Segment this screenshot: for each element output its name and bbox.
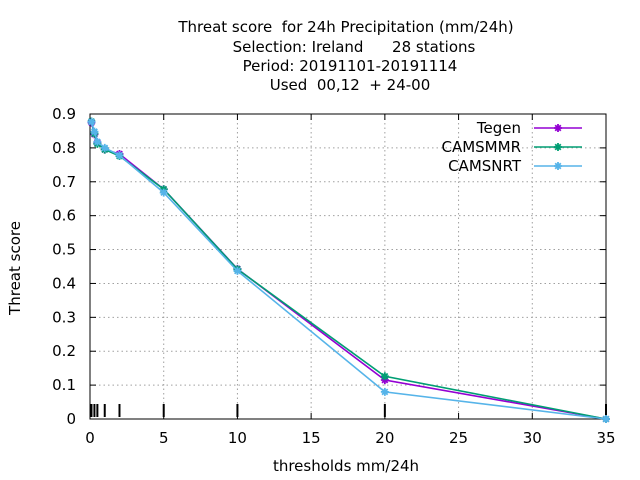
series-camsnrt: [87, 117, 610, 423]
chart-title-line-2: Selection: Ireland 28 stations: [233, 38, 476, 56]
data-point: [602, 415, 610, 423]
series-tegen: [87, 118, 610, 423]
x-tick-label: 0: [85, 429, 95, 447]
y-tick-label: 0.8: [52, 139, 76, 157]
y-tick-label: 0.7: [52, 173, 76, 191]
x-tick-label: 5: [159, 429, 169, 447]
chart-title-line-3: Period: 20191101-20191114: [243, 57, 458, 75]
data-point: [233, 266, 242, 275]
grid-lines: [90, 114, 606, 419]
data-point: [115, 151, 124, 160]
x-axis-label: thresholds mm/24h: [273, 457, 419, 475]
data-point: [93, 137, 102, 146]
y-axis-label: Threat score: [6, 221, 24, 316]
data-point: [100, 143, 109, 152]
data-point: [554, 143, 562, 151]
data-point: [87, 117, 96, 126]
data-point: [380, 372, 389, 381]
y-tick-label: 0.6: [52, 207, 76, 225]
x-tick-label: 10: [228, 429, 247, 447]
data-point: [159, 188, 168, 197]
chart-title-line-4: Used 00,12 + 24-00: [270, 76, 430, 94]
series-line: [90, 121, 607, 420]
legend-label: CAMSMMR: [441, 138, 521, 156]
x-tick-label: 15: [302, 429, 321, 447]
data-point: [554, 162, 562, 170]
series-camsmmr: [87, 117, 610, 423]
series-line: [90, 121, 607, 420]
y-tick-label: 0: [66, 410, 76, 428]
legend-label: CAMSNRT: [448, 157, 522, 175]
y-tick-label: 0.9: [52, 105, 76, 123]
y-tick-label: 0.4: [52, 274, 76, 292]
chart-title-line-1: Threat score for 24h Precipitation (mm/2…: [177, 18, 513, 36]
legend-label: Tegen: [476, 119, 521, 137]
data-point: [380, 387, 389, 396]
x-tick-label: 20: [375, 429, 394, 447]
y-tick-label: 0.2: [52, 342, 76, 360]
series-line: [90, 122, 607, 420]
data-point: [90, 127, 99, 136]
data-series: [87, 117, 610, 423]
y-tick-label: 0.5: [52, 241, 76, 259]
axes: 0 5 10 15 20 25 30 35 0 0.1 0.2 0.3 0.4 0.5 0.6 0.7 0.8 0…: [52, 105, 615, 447]
data-point: [554, 124, 562, 132]
x-tick-label: 25: [449, 429, 468, 447]
y-tick-label: 0.1: [52, 376, 76, 394]
x-tick-label: 35: [596, 429, 615, 447]
y-tick-label: 0.3: [52, 308, 76, 326]
plot-frame: [89, 113, 607, 420]
x-tick-label: 30: [523, 429, 542, 447]
